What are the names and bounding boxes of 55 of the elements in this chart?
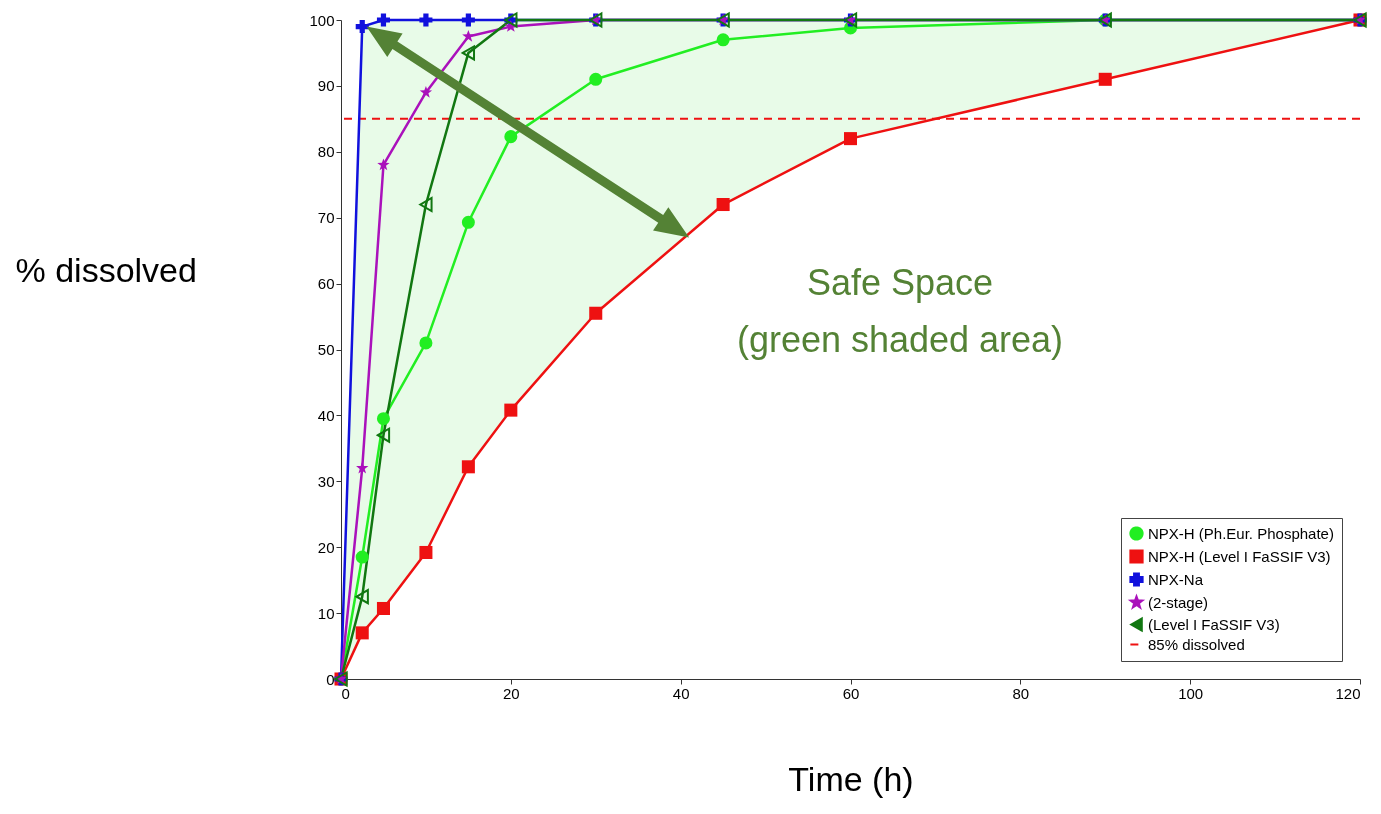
annotation: (green shaded area) <box>736 319 1064 360</box>
y-tick-label: 100 <box>309 11 335 29</box>
point <box>376 412 390 426</box>
x-tick-label: 120 <box>1335 684 1361 702</box>
y-tick-label: 90 <box>317 77 335 95</box>
point <box>376 601 390 616</box>
point <box>716 198 730 212</box>
point <box>461 13 475 27</box>
point <box>589 72 603 86</box>
point <box>419 13 433 27</box>
annotation: Safe Space <box>806 262 994 303</box>
y-tick-label: 80 <box>317 143 335 161</box>
y-tick-label: 40 <box>317 406 335 424</box>
point <box>376 13 390 27</box>
legend-label: (Level I FaSSIF V3) <box>1148 615 1280 633</box>
y-tick-label: 50 <box>317 341 335 358</box>
point <box>1098 72 1112 86</box>
legend-label: 85% dissolved <box>1148 635 1245 653</box>
x-tick-label: 0 <box>341 684 350 702</box>
legend-label: NPX-Na <box>1148 570 1204 588</box>
x-axis-title: Time (h) <box>788 759 914 798</box>
point <box>355 589 369 605</box>
y-tick-label: 60 <box>317 275 335 293</box>
point <box>419 545 433 559</box>
point <box>504 130 518 144</box>
y-tick-label: 10 <box>317 604 335 622</box>
point <box>377 158 390 171</box>
point <box>355 20 369 34</box>
point <box>419 197 433 213</box>
point <box>461 460 475 474</box>
point <box>376 427 391 443</box>
point <box>419 85 433 98</box>
y-tick-label: 0 <box>326 670 335 688</box>
point <box>843 132 858 146</box>
legend-label: NPX-H (Level I FaSSIF V3) <box>1148 547 1331 565</box>
point <box>355 550 369 564</box>
y-tick-label: 30 <box>317 472 335 490</box>
point <box>419 336 433 350</box>
y-tick-label: 20 <box>317 538 335 556</box>
point <box>461 215 475 229</box>
point <box>461 45 476 61</box>
x-tick-label: 60 <box>842 684 860 702</box>
legend-label: NPX-H (Ph.Eur. Phosphate) <box>1148 524 1334 542</box>
y-tick-label: 70 <box>317 209 335 227</box>
x-tick-label: 20 <box>502 684 520 702</box>
point <box>589 306 603 320</box>
point <box>504 403 518 417</box>
y-axis-title: % dissolved <box>15 250 197 289</box>
x-tick-label: 80 <box>1012 684 1030 702</box>
point <box>356 461 369 474</box>
x-tick-label: 40 <box>672 684 690 702</box>
legend-label: (2-stage) <box>1148 593 1209 611</box>
point <box>716 33 730 47</box>
x-tick-label: 100 <box>1178 684 1204 702</box>
point <box>355 626 369 640</box>
